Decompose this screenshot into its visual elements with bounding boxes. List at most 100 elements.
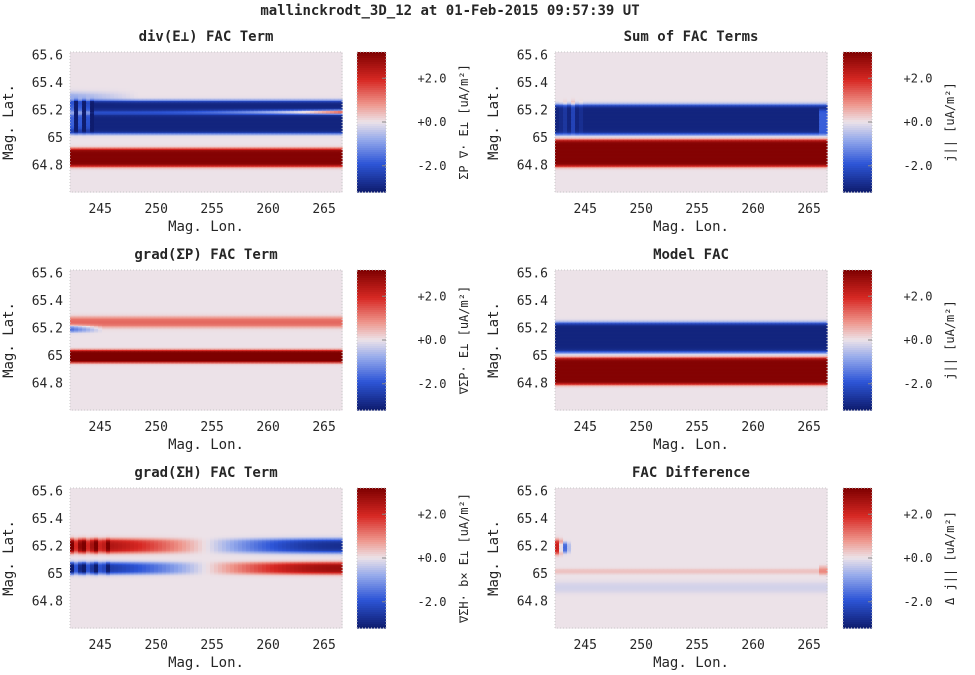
heatmap-cell <box>178 77 183 80</box>
heatmap-cell <box>218 70 223 73</box>
heatmap-cell <box>246 60 251 63</box>
heatmap-cell <box>338 75 343 78</box>
heatmap-cell <box>182 75 187 78</box>
heatmap-cell <box>146 66 151 68</box>
heatmap-cell <box>114 78 119 81</box>
heatmap-cell <box>162 68 167 71</box>
heatmap-cell <box>134 57 139 60</box>
heatmap-cell <box>258 60 263 63</box>
heatmap-cell <box>230 78 235 81</box>
heatmap-cell <box>86 52 91 54</box>
heatmap-cell <box>182 67 187 70</box>
heatmap-cell <box>210 54 215 57</box>
heatmap-cell <box>190 67 195 70</box>
heatmap-cell <box>266 59 271 61</box>
heatmap-cell <box>306 64 311 67</box>
heatmap-cell <box>222 68 227 71</box>
heatmap-cell <box>150 68 155 71</box>
heatmap-cell <box>222 54 227 57</box>
heatmap-cell <box>146 57 151 60</box>
heatmap-cell <box>122 60 127 63</box>
heatmap-cell <box>142 53 147 56</box>
heatmap-cell <box>270 71 275 74</box>
heatmap-cell <box>242 77 247 80</box>
heatmap-cell <box>122 78 127 81</box>
heatmap-cell <box>174 68 179 71</box>
heatmap-cell <box>166 64 171 67</box>
heatmap-cell <box>70 57 75 60</box>
heatmap-cell <box>134 70 139 73</box>
heatmap-cell <box>98 74 103 77</box>
heatmap-cell <box>122 71 127 74</box>
heatmap-cell <box>138 78 143 81</box>
heatmap-cell <box>158 70 163 73</box>
heatmap-cell <box>106 63 111 66</box>
heatmap-cell <box>202 78 207 81</box>
heatmap-cell <box>74 68 79 71</box>
heatmap-cell <box>94 68 99 71</box>
heatmap-cell <box>110 59 115 61</box>
heatmap-cell <box>170 59 175 61</box>
heatmap-cell <box>226 60 231 63</box>
heatmap-cell <box>270 59 275 61</box>
heatmap-cell <box>86 77 91 80</box>
heatmap-cell <box>334 56 339 59</box>
heatmap-cell <box>182 63 187 66</box>
heatmap-cell <box>206 67 211 70</box>
heatmap-cell <box>282 61 287 64</box>
heatmap-cell <box>110 66 115 68</box>
heatmap-cell <box>126 57 131 60</box>
heatmap-cell <box>102 57 107 60</box>
heatmap-cell <box>118 59 123 61</box>
heatmap-cell <box>138 56 143 59</box>
heatmap-cell <box>110 73 115 75</box>
heatmap-cell <box>70 56 75 59</box>
heatmap-cell <box>182 73 187 75</box>
heatmap-cell <box>306 54 311 57</box>
heatmap-cell <box>318 53 323 56</box>
heatmap-cell <box>98 54 103 57</box>
heatmap-cell <box>234 54 239 57</box>
heatmap-cell <box>118 66 123 68</box>
heatmap-cell <box>330 67 335 70</box>
heatmap-cell <box>290 68 295 71</box>
heatmap-cell <box>94 56 99 59</box>
heatmap-cell <box>98 64 103 67</box>
heatmap-cell <box>174 75 179 78</box>
heatmap-cell <box>170 70 175 73</box>
heatmap-cell <box>290 64 295 67</box>
heatmap-cell <box>214 66 219 68</box>
heatmap-cell <box>238 66 243 68</box>
heatmap-cell <box>198 54 203 57</box>
heatmap-cell <box>194 64 199 67</box>
heatmap-cell <box>310 56 315 59</box>
heatmap-cell <box>158 77 163 80</box>
heatmap-cell <box>82 52 87 54</box>
heatmap-cell <box>222 52 227 54</box>
heatmap-cell <box>294 75 299 78</box>
heatmap-cell <box>202 56 207 59</box>
heatmap-cell <box>306 66 311 68</box>
heatmap-cell <box>258 73 263 75</box>
heatmap-cell <box>250 71 255 74</box>
heatmap-cell <box>246 52 251 54</box>
heatmap-cell <box>114 64 119 67</box>
heatmap-cell <box>70 71 75 74</box>
heatmap-cell <box>258 63 263 66</box>
heatmap-cell <box>106 56 111 59</box>
heatmap-cell <box>274 61 279 64</box>
heatmap-cell <box>250 70 255 73</box>
heatmap-cell <box>170 57 175 60</box>
heatmap-cell <box>194 56 199 59</box>
heatmap-cell <box>222 60 227 63</box>
heatmap-cell <box>154 52 159 54</box>
heatmap-cell <box>246 63 251 66</box>
heatmap-cell <box>90 59 95 61</box>
heatmap-cell <box>186 60 191 63</box>
heatmap-cell <box>194 68 199 71</box>
heatmap-cell <box>110 54 115 57</box>
heatmap-cell <box>262 77 267 80</box>
heatmap-cell <box>266 77 271 80</box>
heatmap-cell <box>210 75 215 78</box>
heatmap-cell <box>190 52 195 54</box>
